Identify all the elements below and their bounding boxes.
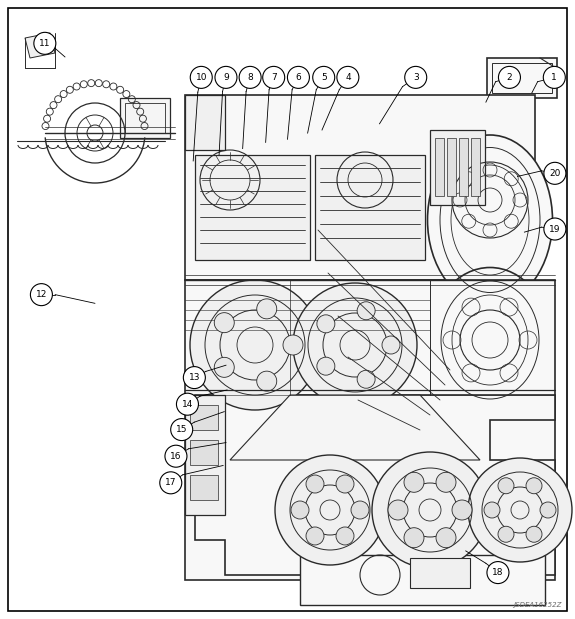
Text: 16: 16 [170,452,182,461]
Text: 9: 9 [223,73,229,82]
Text: 13: 13 [189,373,200,382]
Circle shape [526,478,542,494]
Circle shape [177,393,198,415]
Text: 12: 12 [36,290,47,299]
Circle shape [498,526,514,542]
Ellipse shape [427,135,553,305]
Circle shape [372,452,488,568]
Ellipse shape [430,267,550,412]
Bar [430,130,485,205]
Circle shape [214,357,234,378]
Text: 1: 1 [551,73,557,82]
Circle shape [215,66,237,89]
Bar [300,555,545,605]
Text: 15: 15 [176,425,187,434]
Text: 2: 2 [507,73,512,82]
Bar [435,138,444,196]
Circle shape [288,66,309,89]
Circle shape [306,527,324,545]
Bar [447,138,456,196]
Text: 6: 6 [296,73,301,82]
Circle shape [239,66,261,89]
Bar [120,98,170,138]
Bar [185,95,535,280]
Circle shape [190,280,320,410]
Circle shape [382,336,400,354]
Circle shape [351,501,369,519]
Text: 5: 5 [321,73,327,82]
Bar [410,558,470,588]
Circle shape [336,475,354,493]
Circle shape [313,66,335,89]
Circle shape [498,478,514,494]
Text: 4: 4 [345,73,351,82]
Text: 18: 18 [492,568,504,577]
Text: JSDEA16252Z: JSDEA16252Z [513,602,562,608]
Circle shape [543,66,565,89]
Circle shape [499,66,520,89]
Circle shape [257,299,277,319]
Circle shape [404,528,424,548]
Bar [459,138,468,196]
Text: 3: 3 [413,73,419,82]
Circle shape [436,528,456,548]
Circle shape [317,315,335,333]
Polygon shape [195,395,555,575]
Circle shape [160,472,182,494]
Bar [190,440,218,465]
Bar [185,395,225,515]
Circle shape [540,502,556,518]
Circle shape [257,371,277,391]
Bar [190,405,218,430]
Circle shape [171,418,193,441]
Bar [195,155,310,260]
Bar [125,103,165,133]
Bar [185,95,225,150]
Circle shape [405,66,427,89]
Circle shape [337,66,359,89]
Circle shape [336,527,354,545]
Circle shape [214,313,234,332]
Circle shape [306,475,324,493]
Circle shape [357,301,375,320]
Circle shape [388,500,408,520]
Bar [487,58,557,98]
Circle shape [263,66,285,89]
Circle shape [487,561,509,584]
Circle shape [452,500,472,520]
Text: 19: 19 [549,225,561,233]
Text: 10: 10 [196,73,207,82]
Circle shape [544,162,566,184]
Polygon shape [230,395,480,460]
Text: 14: 14 [182,400,193,409]
Circle shape [544,218,566,240]
Circle shape [190,66,212,89]
Text: 11: 11 [39,39,51,48]
Circle shape [291,501,309,519]
Bar [185,280,555,580]
Bar [315,155,425,260]
Bar [190,475,218,500]
Circle shape [165,445,187,467]
Polygon shape [25,33,55,58]
Circle shape [275,455,385,565]
Circle shape [293,283,417,407]
Circle shape [436,472,456,492]
Circle shape [30,284,52,306]
Circle shape [317,357,335,375]
Circle shape [34,32,56,54]
Circle shape [357,370,375,388]
Circle shape [183,366,205,389]
Circle shape [404,472,424,492]
Text: 7: 7 [271,73,277,82]
Bar [492,63,552,93]
Bar [471,138,480,196]
Circle shape [468,458,572,562]
Text: 20: 20 [549,169,561,178]
Circle shape [283,335,303,355]
Circle shape [484,502,500,518]
Text: 17: 17 [165,478,177,487]
Text: 8: 8 [247,73,253,82]
Circle shape [526,526,542,542]
